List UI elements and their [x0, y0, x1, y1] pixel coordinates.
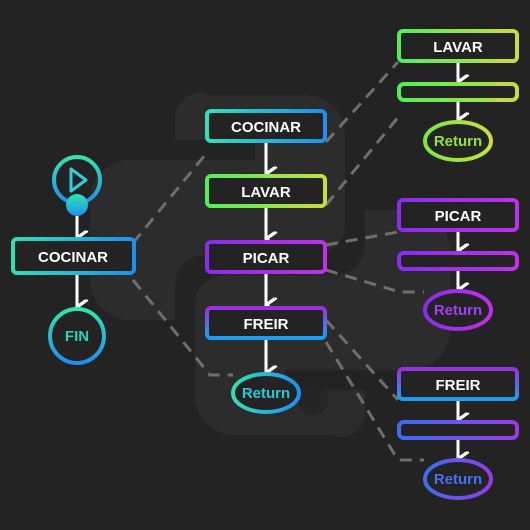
cocinar-return-label: Return	[242, 385, 290, 402]
connector-lavar-call	[324, 60, 400, 144]
cocinar-step-cocinar[interactable]: COCINAR	[205, 109, 327, 143]
connector-subflow-return	[131, 279, 233, 377]
end-label: FIN	[65, 328, 89, 345]
picar-title-node[interactable]: PICAR	[397, 198, 519, 232]
lavar-title-node[interactable]: LAVAR	[397, 29, 519, 63]
main-cocinar-label: COCINAR	[38, 249, 108, 266]
start-node[interactable]	[52, 155, 102, 216]
lavar-return-node[interactable]: Return	[423, 120, 493, 162]
cocinar-step-freir-label: FREIR	[244, 316, 289, 333]
connector-picar-call	[325, 230, 399, 247]
connector-picar-return	[325, 268, 424, 294]
picar-return-node[interactable]: Return	[423, 289, 493, 331]
lavar-title-label: LAVAR	[433, 39, 483, 56]
flow-arrows	[75, 62, 458, 459]
picar-empty-step[interactable]	[397, 251, 519, 271]
cocinar-step-freir[interactable]: FREIR	[205, 306, 327, 340]
connector-freir-call	[324, 318, 400, 402]
freir-return-label: Return	[434, 471, 482, 488]
cocinar-step-cocinar-label: COCINAR	[231, 119, 301, 136]
cocinar-step-lavar[interactable]: LAVAR	[205, 174, 327, 208]
picar-return-label: Return	[434, 302, 482, 319]
connector-lines	[131, 60, 424, 462]
freir-title-label: FREIR	[436, 377, 481, 394]
lavar-return-label: Return	[434, 133, 482, 150]
play-icon	[69, 167, 88, 193]
main-cocinar-node[interactable]: COCINAR	[11, 237, 136, 275]
freir-return-node[interactable]: Return	[423, 458, 493, 500]
end-node[interactable]: FIN	[48, 307, 106, 365]
cocinar-return-node[interactable]: Return	[231, 372, 301, 414]
freir-title-node[interactable]: FREIR	[397, 367, 519, 401]
cocinar-step-picar[interactable]: PICAR	[205, 240, 327, 274]
cocinar-step-picar-label: PICAR	[243, 250, 290, 267]
freir-empty-step[interactable]	[397, 420, 519, 440]
lavar-empty-step[interactable]	[397, 82, 519, 102]
picar-title-label: PICAR	[435, 208, 482, 225]
connector-freir-return	[324, 341, 424, 462]
cocinar-step-lavar-label: LAVAR	[241, 184, 291, 201]
start-connector-dot	[66, 194, 88, 216]
